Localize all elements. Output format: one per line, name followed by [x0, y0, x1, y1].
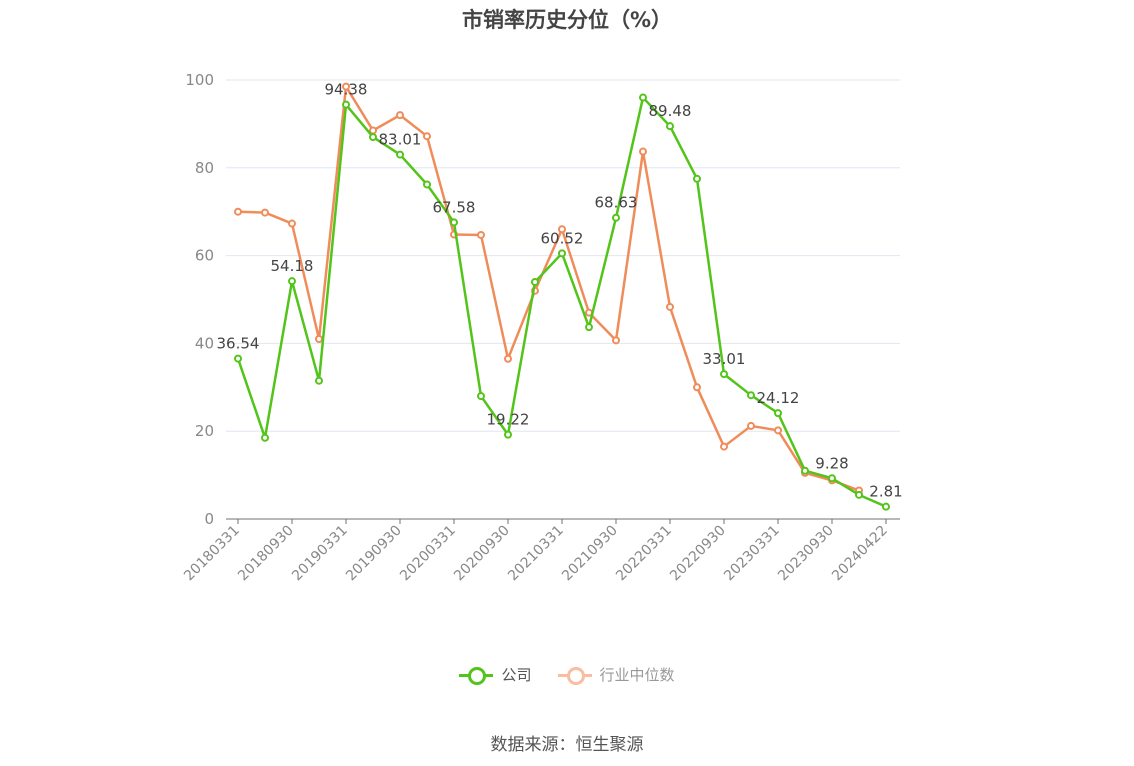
y-tick-label: 40: [195, 334, 214, 352]
x-tick-label: 20230930: [775, 523, 837, 585]
data-label: 24.12: [757, 389, 800, 407]
data-point-industry-median: [558, 225, 566, 234]
data-label: 19.22: [487, 411, 530, 429]
data-point-company: [666, 122, 674, 131]
legend-industry-marker-icon: [557, 666, 592, 685]
x-tick-label: 20230331: [721, 523, 783, 585]
data-label: 68.63: [595, 194, 638, 212]
x-tick-label: 20240422: [829, 523, 891, 585]
x-axis-ticks: 2018033120180930201903312019093020200331…: [181, 519, 891, 584]
data-point-company: [612, 213, 620, 222]
data-label: 94.38: [325, 81, 368, 99]
data-point-company: [882, 502, 890, 511]
data-point-company: [396, 150, 404, 159]
data-label: 89.48: [649, 102, 692, 120]
x-tick-label: 20200331: [397, 523, 459, 585]
data-label: 33.01: [703, 350, 746, 368]
data-point-industry-median: [774, 426, 782, 435]
data-point-industry-median: [666, 302, 674, 311]
y-tick-label: 0: [204, 510, 214, 528]
data-point-company: [828, 474, 836, 483]
x-tick-label: 20190331: [289, 523, 351, 585]
data-point-industry-median: [396, 111, 404, 120]
data-label: 36.54: [217, 335, 260, 353]
data-point-company: [234, 354, 242, 363]
data-point-company: [342, 100, 350, 109]
data-point-company: [531, 277, 539, 286]
data-point-company: [855, 490, 863, 499]
y-tick-label: 80: [195, 159, 214, 177]
data-point-company: [585, 323, 593, 332]
data-point-company: [774, 409, 782, 418]
series-line-industry-median: [237, 85, 860, 492]
data-point-industry-median: [369, 126, 377, 135]
data-point-industry-median: [612, 336, 620, 345]
data-point-company: [504, 430, 512, 439]
x-tick-label: 20210930: [559, 523, 621, 585]
data-point-company: [747, 391, 755, 400]
data-point-company: [558, 249, 566, 258]
data-point-company: [315, 376, 323, 385]
data-label: 54.18: [271, 257, 314, 275]
x-tick-label: 20180930: [235, 523, 297, 585]
y-tick-label: 60: [195, 247, 214, 265]
x-tick-label: 20190930: [343, 523, 405, 585]
source-note: 数据来源：恒生聚源: [490, 735, 644, 755]
data-point-industry-median: [639, 147, 647, 156]
data-point-industry-median: [720, 442, 728, 451]
series-lines: [234, 82, 890, 511]
data-point-company: [477, 392, 485, 401]
chart-title: 市销率历史分位（%）: [461, 8, 673, 32]
y-axis-ticks: 0 20 40 60 80 100: [185, 71, 214, 528]
data-labels: 36.54 54.18 94.38 83.01 67.58 19.22 60.52 68.63…: [217, 81, 903, 501]
legend-industry-label: 行业中位数: [599, 666, 675, 684]
y-tick-label: 20: [195, 422, 214, 440]
data-point-company: [369, 133, 377, 142]
data-point-industry-median: [315, 335, 323, 344]
data-label: 67.58: [433, 198, 476, 216]
legend-company-label: 公司: [501, 666, 532, 684]
x-tick-label: 20220331: [613, 523, 675, 585]
data-point-industry-median: [477, 230, 485, 239]
data-label: 9.28: [815, 454, 848, 472]
data-point-company: [693, 174, 701, 183]
data-point-company: [801, 466, 809, 475]
data-label: 2.81: [869, 483, 902, 501]
data-point-industry-median: [504, 354, 512, 363]
data-point-industry-median: [342, 82, 350, 91]
data-point-industry-median: [747, 421, 755, 430]
legend-item-company[interactable]: 公司: [459, 664, 532, 685]
data-point-company: [261, 433, 269, 442]
x-tick-label: 20220930: [667, 523, 729, 585]
data-point-company: [450, 218, 458, 227]
data-point-company: [423, 180, 431, 189]
x-tick-label: 20180331: [181, 523, 243, 585]
x-tick-label: 20210331: [505, 523, 567, 585]
data-point-industry-median: [693, 383, 701, 392]
legend-item-industry-median[interactable]: 行业中位数: [557, 664, 675, 685]
y-tick-label: 100: [185, 71, 214, 89]
data-point-industry-median: [423, 132, 431, 141]
data-point-industry-median: [234, 207, 242, 216]
legend-company-marker-icon: [459, 666, 494, 685]
data-point-industry-median: [261, 208, 269, 217]
data-label: 83.01: [379, 131, 422, 149]
data-point-company: [639, 93, 647, 102]
data-point-industry-median: [288, 219, 296, 228]
data-point-company: [288, 277, 296, 286]
data-label: 60.52: [541, 229, 584, 247]
data-point-company: [720, 370, 728, 379]
legend: 公司 行业中位数: [0, 664, 1134, 685]
x-tick-label: 20200930: [451, 523, 513, 585]
